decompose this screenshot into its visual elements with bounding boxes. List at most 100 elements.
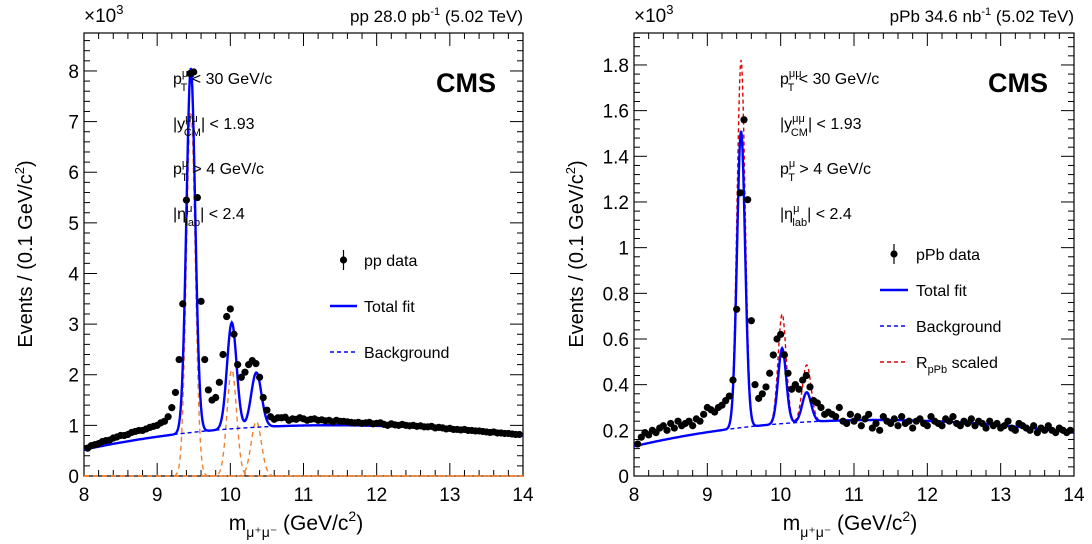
pp-cut-label: |ημ lab| < 2.4	[173, 203, 245, 229]
ppb-data-point	[898, 413, 906, 421]
ppb-legend-ppb-data-marker	[890, 250, 898, 258]
pp-legend-background-label: Background	[364, 345, 449, 362]
ppb-data-point	[696, 417, 704, 425]
ppb-data-point	[689, 422, 697, 430]
ppb-cut-symbol: p	[780, 71, 789, 88]
pp-data-point	[515, 430, 523, 439]
ppb-data-point	[725, 392, 733, 400]
ppb-x-axis-title: mμ⁺μ⁻ (GeV/c2)	[783, 508, 917, 540]
ppb-cut-label: |ημ lab| < 2.4	[780, 203, 852, 229]
ppb-y-tick-label: 1	[618, 239, 629, 260]
pp-data-point	[212, 393, 220, 402]
ppb-data-point	[777, 330, 785, 339]
ppb-cut-sup: μμ	[792, 113, 805, 125]
ppb-data-point	[1011, 426, 1019, 434]
ppb-data-point	[733, 305, 741, 313]
ppb-cut-sup: μ	[789, 158, 795, 170]
pp-x-tick-label: 10	[220, 485, 241, 506]
pp-upsilon-3s-component-curve	[84, 420, 523, 477]
ppb-plot-area: 8 9 10 11 12 13 1400.20.40.60.811.21.41.61.8pμ…	[603, 32, 1085, 506]
ppb-data-point	[854, 413, 862, 421]
ppb-header-label: pPb 34.6 nb-1 (5.02 TeV)	[890, 6, 1074, 26]
ppb-data-point	[857, 422, 865, 430]
pp-legend-total-fit-text: Total fit	[364, 299, 415, 316]
ppb-cut-symbol: |η	[780, 206, 793, 223]
ppb-data-point	[890, 415, 898, 423]
pp-data-point	[223, 312, 231, 321]
ppb-x-tick-label: 8	[629, 485, 640, 506]
pp-x-tick-label: 12	[366, 485, 387, 506]
ppb-data-point	[736, 189, 744, 197]
pp-cut-sub: T	[181, 82, 188, 94]
pp-cut-symbol: |y	[173, 116, 185, 133]
ppb-cut-sub: CM	[791, 127, 808, 139]
ppb-legend-background-text: Background	[916, 319, 1001, 336]
pp-cut-sup: μ	[186, 203, 192, 215]
ppb-cut-label: pμμ T < 30 GeV/c	[780, 68, 879, 94]
ppb-legend-r-label: RpPb scaled	[916, 355, 998, 376]
pp-data-point	[230, 330, 238, 338]
pp-total-fit-curve	[83, 67, 524, 451]
ppb-data-point	[766, 369, 774, 377]
ppb-data-point	[670, 424, 678, 432]
pp-cut-sup: μμ	[182, 68, 195, 80]
pp-x-tick-label: 8	[79, 485, 90, 506]
pp-data-point	[259, 393, 267, 402]
pp-y-tick-label: 3	[68, 315, 79, 336]
pp-upsilon-2s-component-curve	[84, 368, 523, 477]
ppb-data-point	[876, 426, 884, 434]
ppb-data-point	[835, 403, 843, 412]
pp-data-point	[252, 360, 260, 368]
pp-legend-background-text: Background	[364, 345, 449, 362]
ppb-data-point	[769, 351, 777, 359]
ppb-data-point	[762, 383, 770, 391]
ppb-x-tick-label: 12	[917, 485, 938, 506]
ppb-total-fit-curve	[633, 130, 1075, 448]
ppb-legend-ppb-data-text: pPb data	[916, 247, 980, 264]
ppb-data-point	[817, 403, 825, 412]
ppb-cut-sub: T	[788, 82, 795, 94]
ppb-data-point	[967, 415, 975, 423]
ppb-cut-sub: T	[788, 172, 795, 184]
pp-legend-pp-data-text: pp data	[364, 253, 417, 270]
ppb-x-tick-label: 10	[770, 485, 791, 506]
ppb-data-point	[663, 426, 671, 434]
ppb-data-point	[729, 376, 737, 384]
ppb-data-point	[843, 419, 851, 428]
ppb-cut-sub: lab	[792, 217, 807, 229]
ppb-cut-value: > 4 GeV/c	[795, 161, 871, 178]
ppb-data-point	[780, 351, 788, 359]
pp-x-axis-title: mμ⁺μ⁻ (GeV/c2)	[229, 508, 363, 540]
pp-y-tick-label: 2	[68, 366, 79, 387]
ppb-y-tick-label: 0.6	[603, 330, 629, 351]
ppb-x-tick-label: 14	[1063, 485, 1085, 506]
pp-y-tick-label: 6	[68, 163, 79, 184]
pp-y-tick-label: 1	[68, 416, 79, 437]
ppb-data-point	[744, 196, 752, 204]
ppb-cut-sup: μμ	[789, 68, 802, 80]
ppb-data-point	[751, 381, 759, 389]
ppb-data-point	[806, 383, 814, 391]
ppb-legend-r-text: R	[916, 355, 928, 372]
pp-cut-sup: μμ	[185, 113, 198, 125]
ppb-legend-background-label: Background	[916, 319, 1001, 336]
pp-data-point	[204, 386, 212, 394]
pp-x-tick-label: 11	[294, 485, 314, 506]
pp-y-tick-label: 8	[68, 62, 79, 83]
pp-y-tick-label: 4	[68, 264, 79, 285]
ppb-cut-value: | < 2.4	[807, 206, 852, 223]
pp-data-point	[215, 378, 223, 386]
ppb-data-point	[905, 417, 913, 425]
ppb-data-point	[795, 385, 803, 393]
ppb-data-point	[865, 410, 873, 418]
pp-y-tick-label: 7	[68, 113, 79, 134]
ppb-legend-total-fit-label: Total fit	[916, 283, 967, 300]
ppb-y-axis-title: Events / (0.1 GeV/c2)	[563, 160, 588, 347]
ppb-data-point	[700, 410, 708, 418]
pp-y-axis-title: Events / (0.1 GeV/c2)	[12, 160, 37, 347]
pp-y-tick-label: 0	[68, 467, 79, 488]
ppb-data-point	[634, 440, 642, 448]
pp-data-point	[234, 361, 242, 369]
pp-x-tick-label: 14	[512, 485, 534, 506]
